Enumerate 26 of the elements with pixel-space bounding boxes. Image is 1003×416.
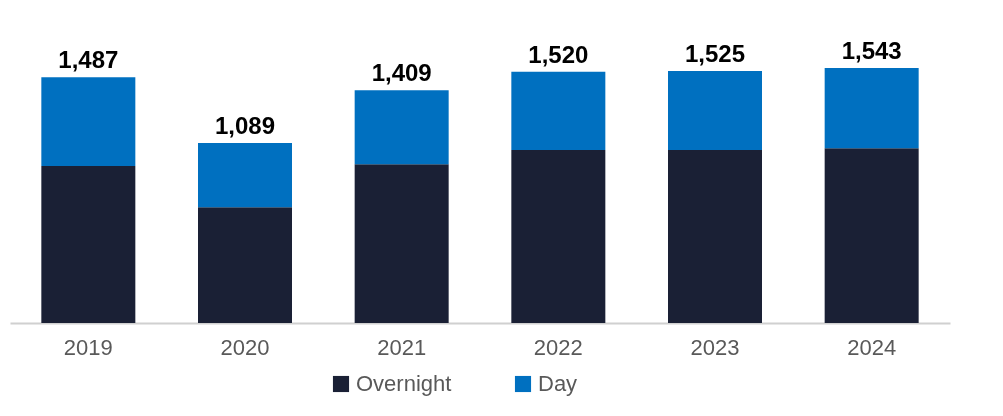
annotation: 1,409 <box>371 59 432 87</box>
x-tick-label: 2023 <box>690 334 740 360</box>
bar <box>511 150 606 323</box>
x-tick-label: 2020 <box>220 334 270 360</box>
x-tick-label: 2019 <box>63 334 113 360</box>
bar <box>668 71 762 151</box>
legend-label: Day <box>538 371 578 396</box>
bar <box>41 165 136 323</box>
bar <box>511 71 606 151</box>
x-tick-label: 2024 <box>847 334 897 360</box>
annotation: 1,487 <box>58 46 119 74</box>
x-tick-label: 2022 <box>533 334 583 360</box>
bar <box>354 90 449 165</box>
legend-label: Overnight <box>356 371 452 396</box>
bar <box>41 77 136 166</box>
bar <box>198 207 292 323</box>
annotation: 1,089 <box>214 111 276 139</box>
annotation: 1,525 <box>684 40 746 68</box>
bar <box>198 142 292 208</box>
annotation: 1,543 <box>841 37 902 64</box>
annotation: 1,520 <box>528 40 589 68</box>
bar <box>668 150 762 323</box>
x-tick-label: 2021 <box>377 334 427 360</box>
bar <box>824 148 919 323</box>
bar <box>354 164 449 323</box>
bar <box>824 68 919 149</box>
